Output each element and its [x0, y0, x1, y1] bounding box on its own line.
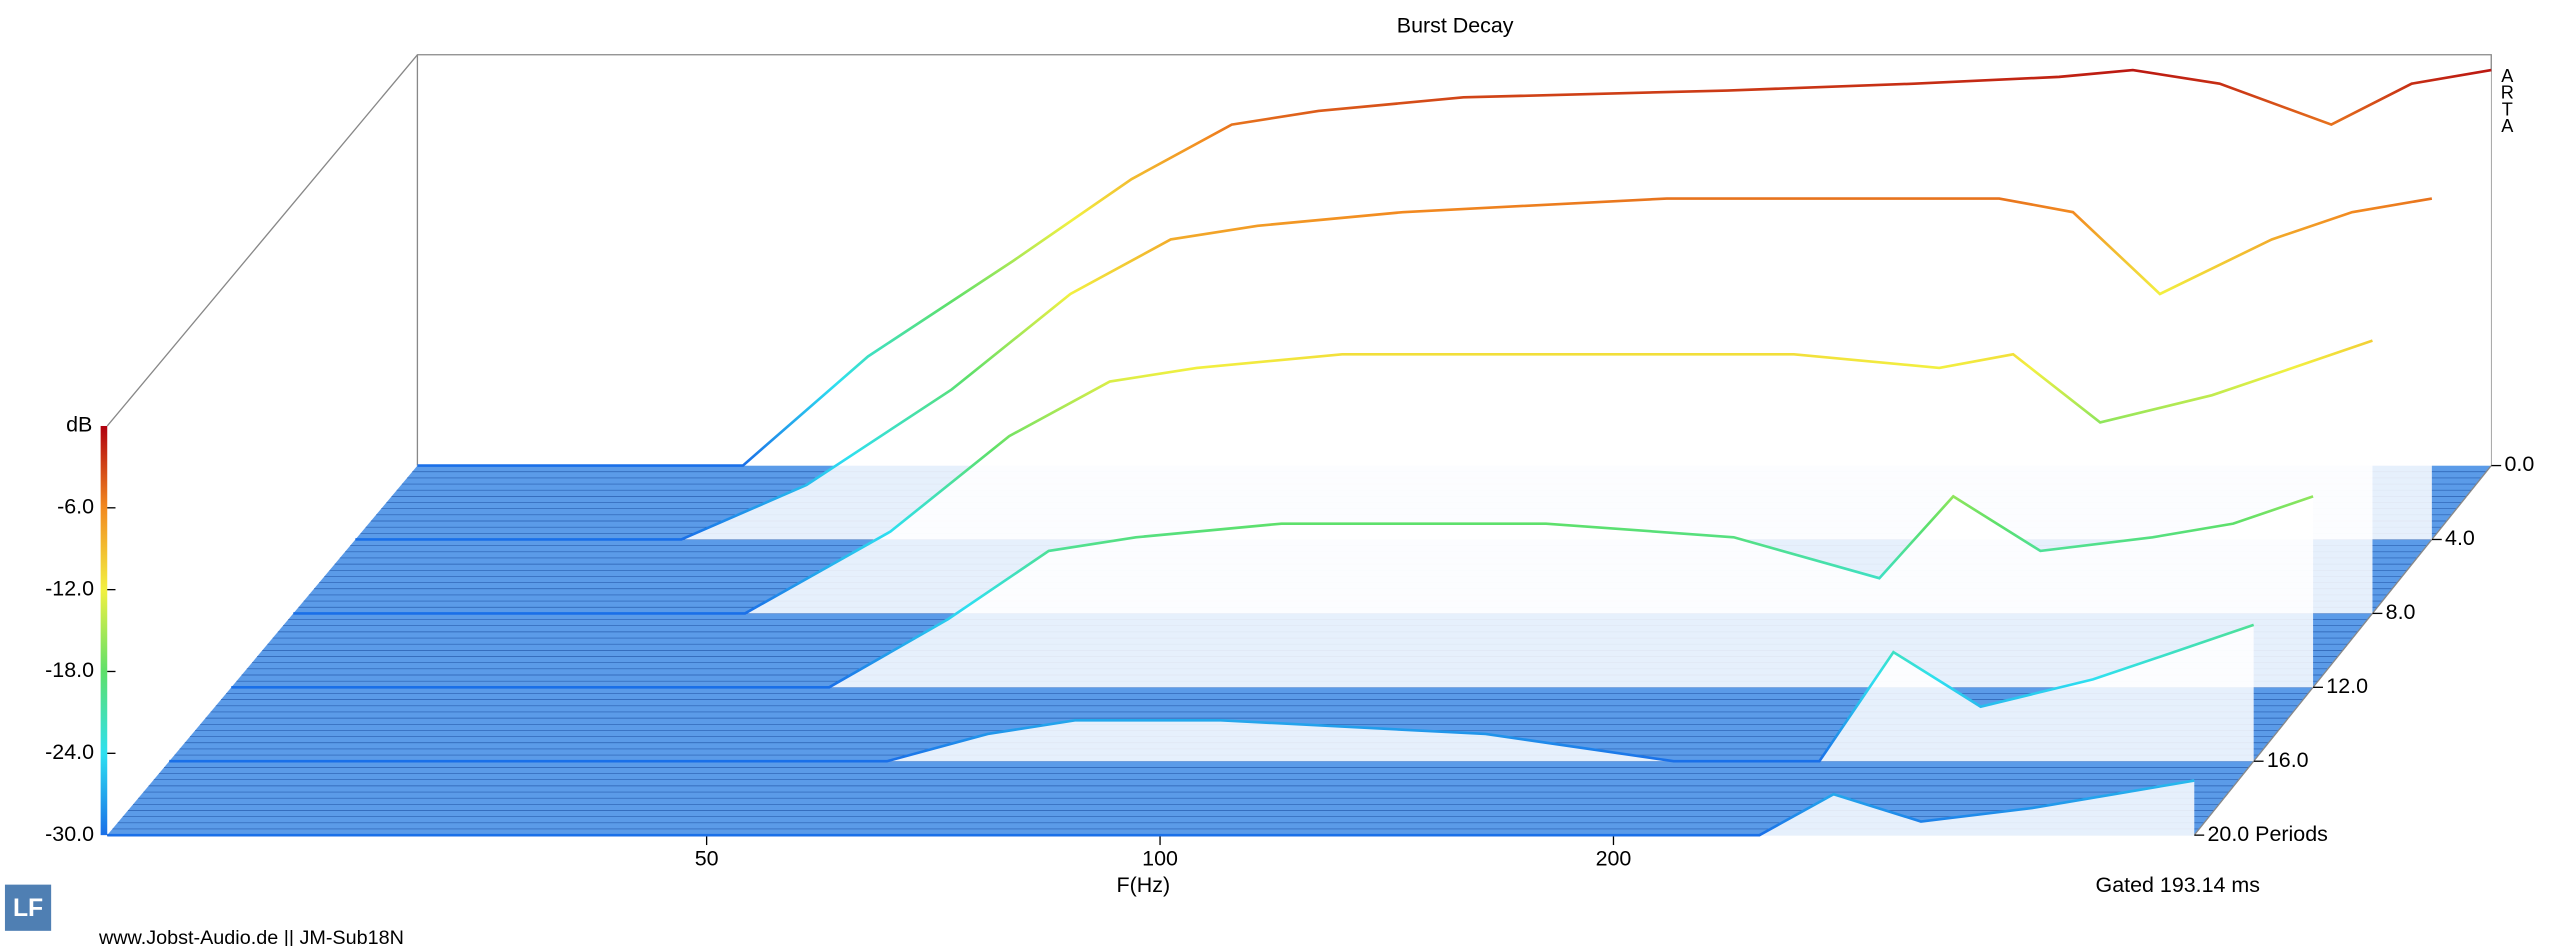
- slice-line: [293, 339, 2373, 615]
- x-tick-label: 100: [1142, 847, 1178, 871]
- slice-line: [231, 494, 2314, 689]
- y-tick-label: -24.0: [45, 740, 94, 764]
- slice-line: [417, 68, 2492, 467]
- slice-line: [355, 197, 2433, 541]
- z-tick-label: 8.0: [2386, 600, 2416, 624]
- z-tick-label: 12.0: [2326, 674, 2368, 698]
- logo-box: [4, 884, 52, 931]
- footer: www.Jobst-Audio.de || JM-Sub18N: [98, 927, 404, 946]
- y-tick-label: -30.0: [45, 822, 94, 846]
- slice-fill: [231, 496, 2314, 688]
- x-axis-label: F(Hz): [1117, 873, 1171, 897]
- z-tick-label: 0.0: [2504, 452, 2534, 476]
- x-tick-label: 200: [1596, 847, 1632, 871]
- frame: [2193, 465, 2492, 836]
- z-tick-label: 16.0: [2267, 748, 2309, 772]
- slice-fill: [107, 780, 2195, 836]
- colorbar: [100, 425, 108, 836]
- slice-line: [107, 779, 2195, 837]
- x-tick-label: 50: [695, 847, 719, 871]
- z-tick-label: 4.0: [2445, 526, 2475, 550]
- y-tick-label: -12.0: [45, 576, 94, 600]
- y-axis-label: dB: [66, 413, 92, 437]
- slice-line: [169, 623, 2255, 763]
- z-tick-label: 20.0 Periods: [2207, 822, 2327, 846]
- slice-fill: [293, 340, 2373, 614]
- slice-fill: [169, 624, 2254, 762]
- chart-title: Burst Decay: [1397, 13, 1514, 37]
- y-tick-label: -18.0: [45, 658, 94, 682]
- annotation: Gated 193.14 ms: [2096, 873, 2260, 897]
- logo: LF: [13, 895, 43, 922]
- watermark: ARTA: [2497, 66, 2517, 133]
- y-tick-label: -6.0: [57, 494, 94, 518]
